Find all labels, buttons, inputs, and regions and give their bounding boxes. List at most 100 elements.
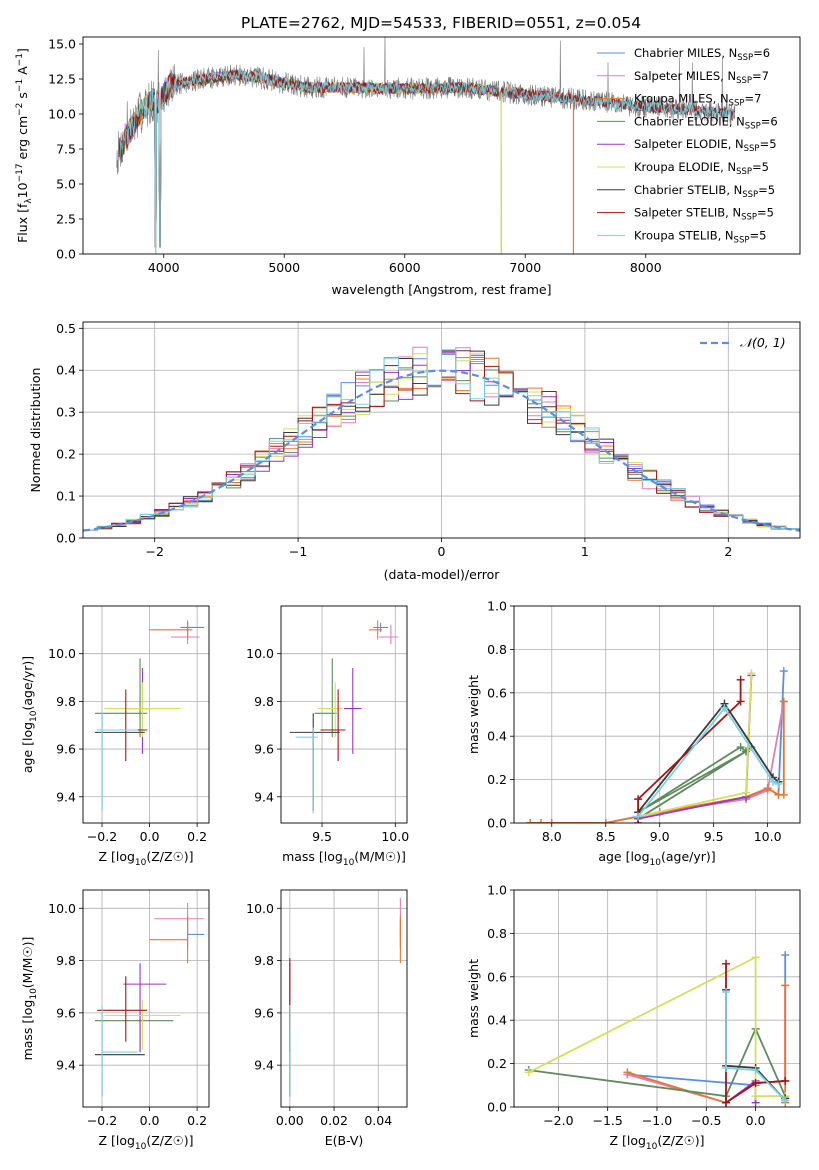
y-tick-label: 9.8 <box>56 694 76 709</box>
y-tick-label: 0.0 <box>487 816 507 831</box>
weight-marker <box>736 697 745 706</box>
y-tick-label: 0.8 <box>487 926 507 941</box>
y-tick-label: 12.5 <box>48 72 76 87</box>
y-tick-label: 9.8 <box>254 953 274 968</box>
panel-age_vs_mass: 9.5 10.0 9.4 9.6 9.8 10.0 mass [log10(M/M☉)] <box>246 605 409 868</box>
weight-series <box>637 745 752 820</box>
figure-title: PLATE=2762, MJD=54533, FIBERID=0551, z=0… <box>241 14 641 32</box>
weight-marker <box>736 743 745 752</box>
x-tick-label: −1 <box>289 544 307 559</box>
weight-marker <box>751 1092 760 1101</box>
weight-series <box>530 701 785 823</box>
legend-label: Kroupa STELIB, NSSP=5 <box>634 228 766 245</box>
model-spectrum <box>118 70 504 254</box>
x-tick-label: 0.2 <box>187 1113 207 1128</box>
legend-label: Salpeter STELIB, NSSP=5 <box>634 206 774 223</box>
x-tick-label: 9.5 <box>312 829 332 844</box>
panel-mass_vs_ebv: 0.00 0.02 0.04 9.4 9.6 9.8 10.0 E(B-V) <box>246 889 408 1148</box>
panel-residuals: −2 −1 0 1 2 0.0 0.1 0.2 0.3 0.4 0.5 (data-model)/er… <box>28 321 801 582</box>
y-tick-label: 0.3 <box>56 405 76 420</box>
axes: 4000 5000 6000 7000 8000 0.0 2.5 5.0 7.5 10.0 12.5… <box>15 37 662 298</box>
legend-label: Salpeter MILES, NSSP=7 <box>634 69 769 86</box>
y-axis-label: Flux [fλ10−17 erg cm−2 s−1 A−1] <box>15 48 34 243</box>
x-tick-label: 0.00 <box>276 1113 304 1128</box>
x-tick-label: 0.02 <box>320 1113 348 1128</box>
y-tick-label: 9.6 <box>56 742 76 757</box>
weight-marker <box>722 1063 731 1072</box>
x-axis-label: age [log10(age/yr)] <box>598 849 715 868</box>
y-tick-label: 9.4 <box>56 789 76 804</box>
plot-area <box>116 37 736 254</box>
y-axis-label: mass weight <box>466 959 481 1038</box>
model-spectrum <box>118 68 735 248</box>
legend: Chabrier MILES, NSSP=6 Salpeter MILES, NS… <box>597 46 778 245</box>
x-tick-label: 2 <box>724 544 732 559</box>
axes: 9.5 10.0 9.4 9.6 9.8 10.0 mass [log10(M/M☉)] <box>246 646 409 868</box>
y-axis-label: Normed distribution <box>28 368 43 493</box>
plot-area <box>83 890 209 1107</box>
y-tick-label: 9.4 <box>56 1058 76 1073</box>
y-tick-label: 7.5 <box>56 142 76 157</box>
x-tick-label: 4000 <box>148 260 180 275</box>
weight-marker <box>722 987 731 996</box>
y-tick-label: 9.8 <box>254 694 274 709</box>
plot-area <box>514 890 800 1107</box>
y-tick-label: 0.1 <box>56 489 76 504</box>
weight-marker <box>774 779 783 788</box>
x-tick-label: 10.0 <box>754 829 782 844</box>
x-axis-label: Z [log10(Z/Z☉)] <box>609 1133 704 1152</box>
weight-marker <box>736 675 745 684</box>
x-tick-label: −2.0 <box>543 1113 573 1128</box>
x-tick-label: 7000 <box>509 260 541 275</box>
weight-marker <box>779 790 788 799</box>
y-axis-label: mass [log10(M/M☉)] <box>20 937 39 1061</box>
x-tick-label: −2 <box>145 544 163 559</box>
weight-marker <box>634 812 643 821</box>
weight-marker <box>742 788 751 797</box>
panel-weight_vs_age: 8.0 8.5 9.0 9.5 10.0 0.0 0.2 0.4 0.6 0.8 1.0 age [l… <box>466 599 801 868</box>
panel-weight_vs_Z: −2.0 −1.5 −1.0 −0.5 0.0 0.0 0.2 0.4 0.6 0.8 1.0 Z [… <box>466 883 801 1152</box>
axes-frame <box>82 321 801 539</box>
weight-marker <box>781 1096 790 1105</box>
y-tick-label: 0.6 <box>487 969 507 984</box>
legend-label: Chabrier MILES, NSSP=6 <box>634 46 770 63</box>
weight-marker <box>720 703 729 712</box>
y-tick-label: 9.8 <box>56 953 76 968</box>
x-axis-label: Z [log10(Z/Z☉)] <box>98 849 193 868</box>
y-tick-label: 0.4 <box>56 363 76 378</box>
weight-marker <box>623 1068 632 1077</box>
x-axis-label: mass [log10(M/M☉)] <box>282 849 406 868</box>
histogram-steps <box>83 349 800 531</box>
weight-marker <box>547 819 556 823</box>
weight-series <box>528 955 786 1098</box>
axes-frame <box>82 889 210 1108</box>
y-tick-label: 0.0 <box>56 531 76 546</box>
weight-marker <box>601 819 610 823</box>
weight-marker <box>747 669 756 678</box>
y-tick-label: 9.6 <box>254 1005 274 1020</box>
axes-frame <box>280 889 408 1108</box>
plot-area <box>83 606 209 823</box>
weight-marker <box>779 697 788 706</box>
axes: −0.2 0.0 0.2 9.4 9.6 9.8 10.0 Z [log10(Z/Z☉)] ma… <box>20 901 207 1152</box>
weight-marker <box>722 959 731 968</box>
weight-marker <box>536 819 545 823</box>
panel-spectrum: 4000 5000 6000 7000 8000 0.0 2.5 5.0 7.5 10.0 12.5… <box>15 36 801 298</box>
plot-area <box>83 322 800 538</box>
x-axis-label: Z [log10(Z/Z☉)] <box>98 1133 193 1152</box>
y-tick-label: 0.8 <box>487 642 507 657</box>
x-tick-label: 1 <box>581 544 589 559</box>
x-tick-label: 8000 <box>630 260 662 275</box>
x-tick-label: 9.5 <box>704 829 724 844</box>
y-axis-label: age [log10(age/yr)] <box>20 656 39 773</box>
y-tick-label: 2.5 <box>56 212 76 227</box>
weight-series <box>637 679 742 823</box>
x-tick-label: −0.2 <box>87 1113 117 1128</box>
weight-marker <box>751 1066 760 1075</box>
model-spectrum <box>118 69 504 254</box>
weight-marker <box>769 777 778 786</box>
axes-frame <box>82 36 801 255</box>
legend: 𝒩(0, 1) <box>700 335 786 350</box>
y-tick-label: 0.4 <box>487 1013 507 1028</box>
x-tick-label: 0.0 <box>140 1113 160 1128</box>
